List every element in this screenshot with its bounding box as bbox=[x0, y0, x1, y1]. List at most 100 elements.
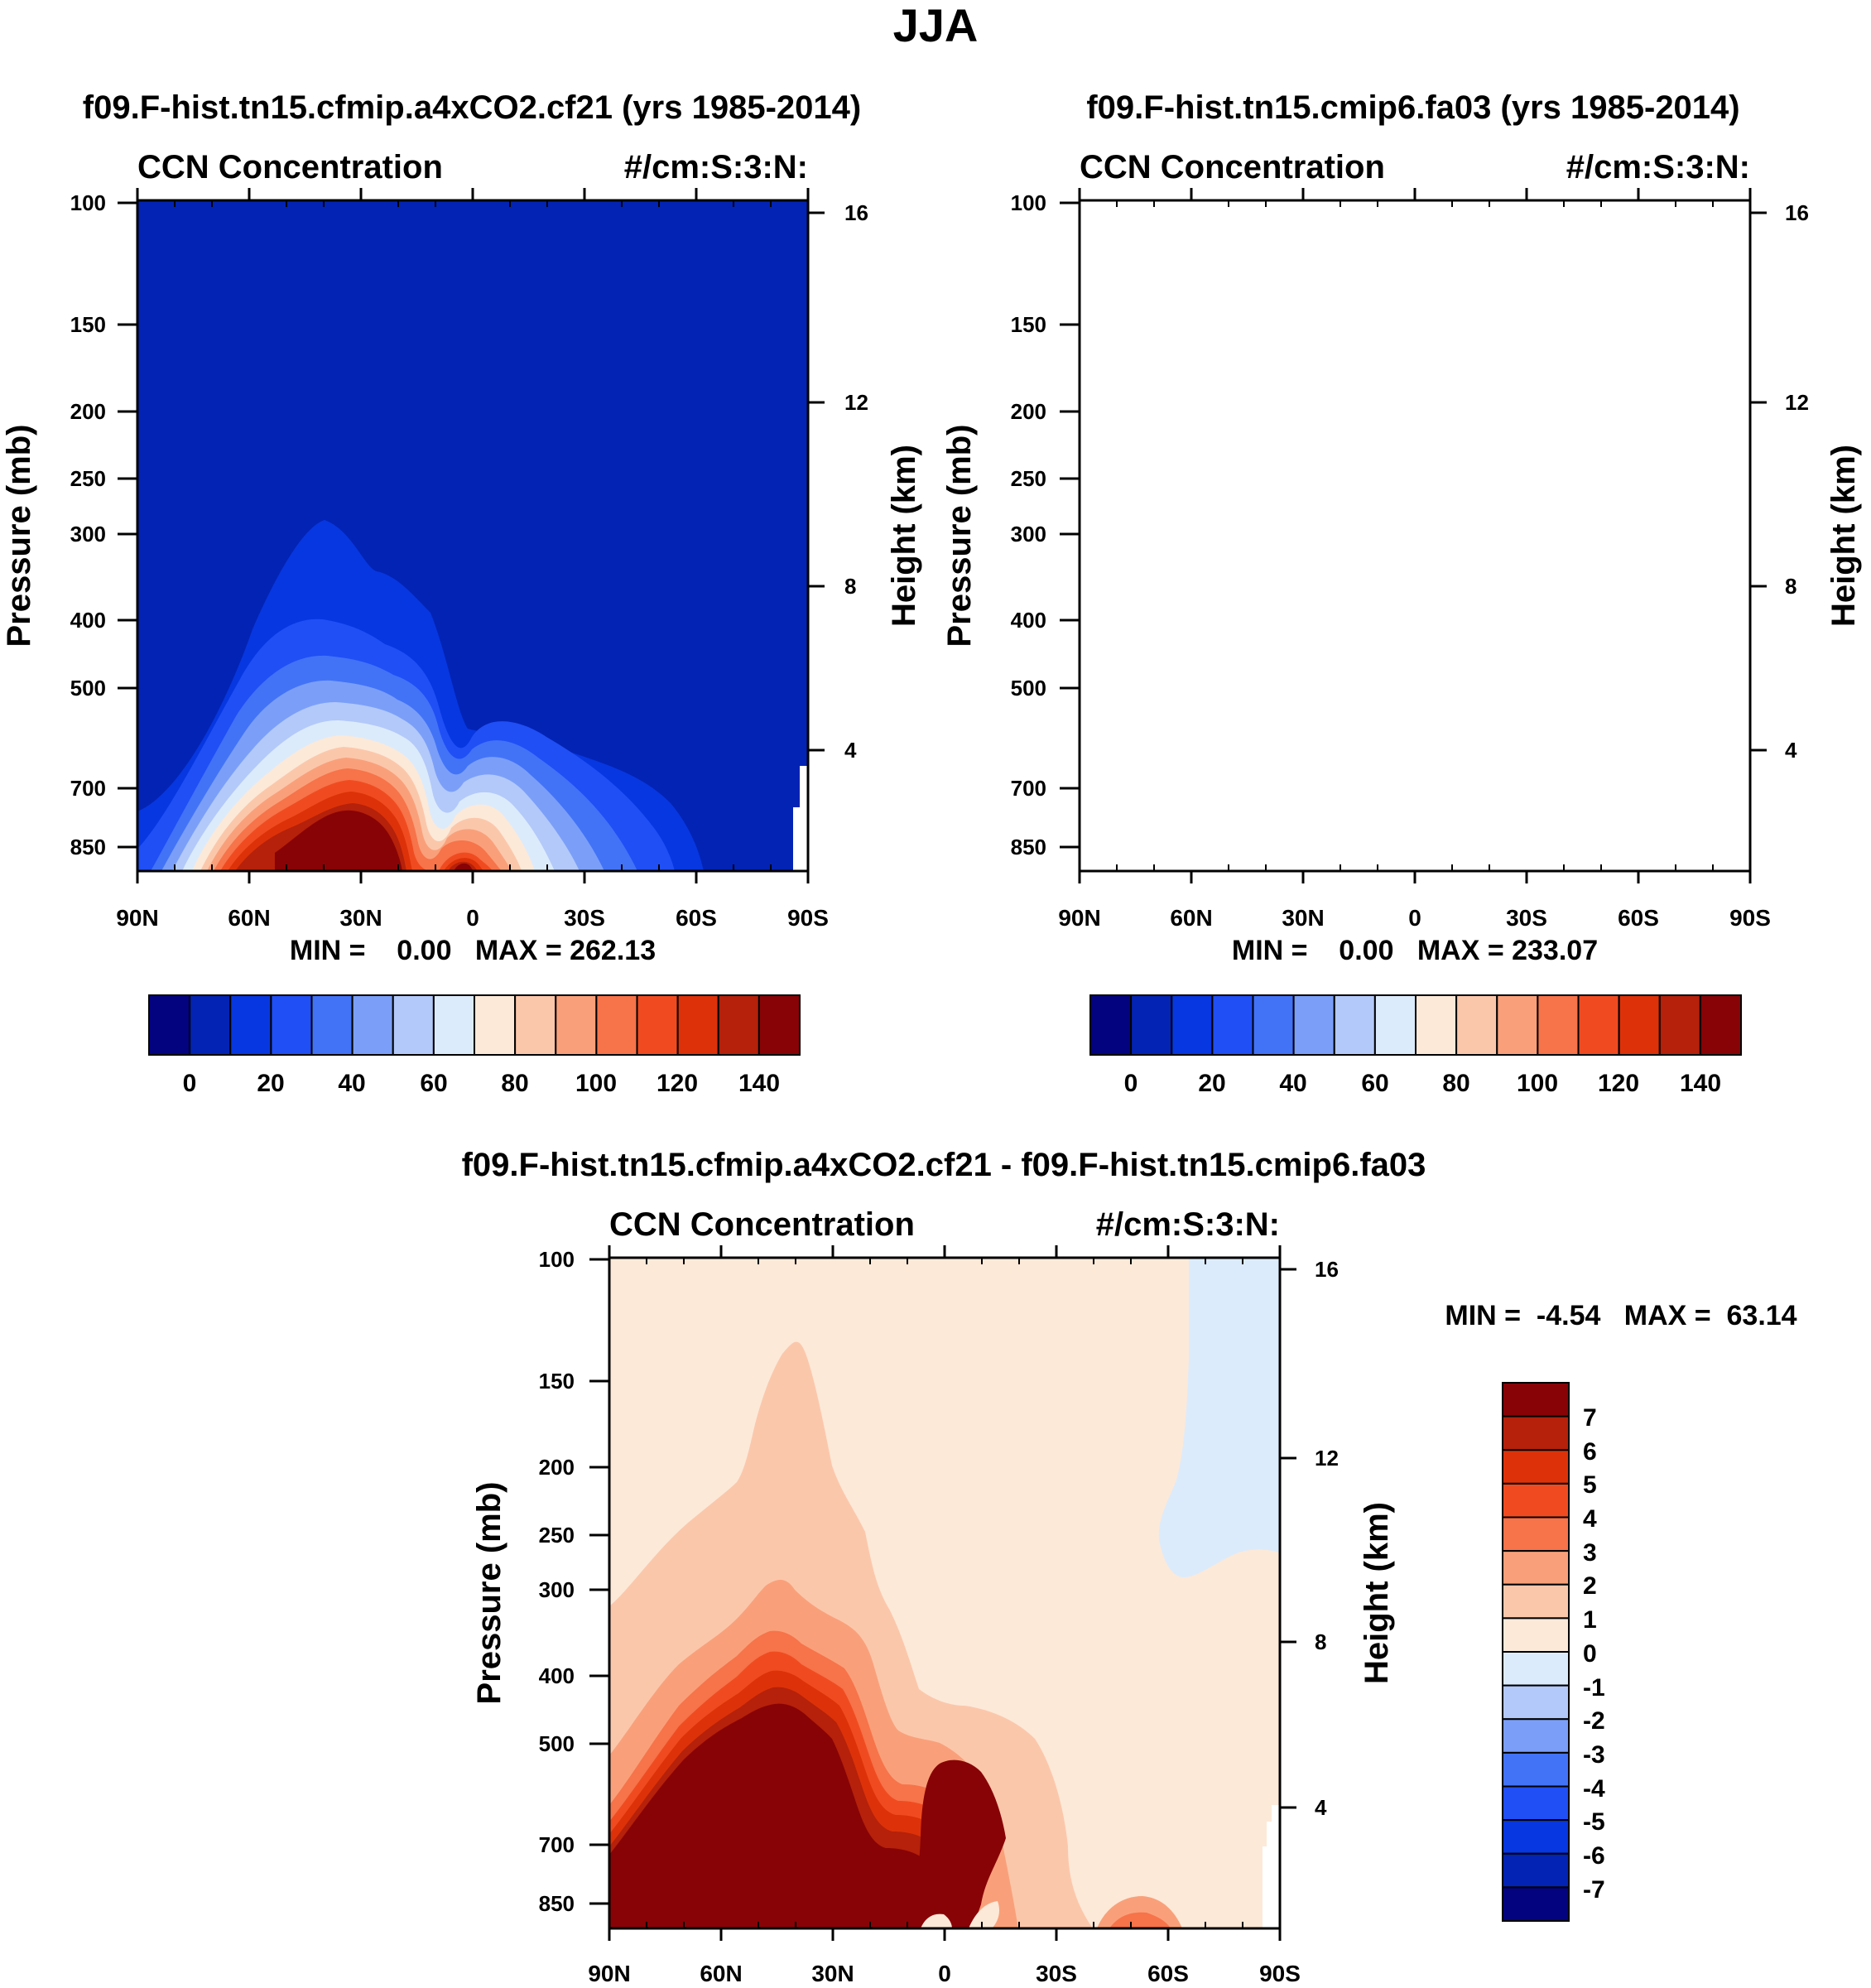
panel-title: f09.F-hist.tn15.cfmip.a4xCO2.cf21 - f09.… bbox=[462, 1147, 1426, 1183]
x-tick-label: 0 bbox=[466, 905, 479, 931]
panel-left-label: CCN Concentration bbox=[609, 1206, 915, 1243]
colorbar-swatch bbox=[1502, 1684, 1570, 1721]
panel-right-label: #/cm:S:3:N: bbox=[1566, 149, 1750, 185]
y-axis-label: Pressure (mb) bbox=[941, 425, 978, 647]
x-tick-label: 0 bbox=[938, 1961, 951, 1986]
colorbar bbox=[1502, 1382, 1570, 1922]
y-tick-label: 250 bbox=[70, 466, 106, 491]
y-tick-label: 850 bbox=[539, 1891, 575, 1916]
x-tick-label: 30S bbox=[564, 905, 605, 931]
x-axis-minor-ticks bbox=[174, 200, 772, 871]
y-tick-label: 850 bbox=[1011, 835, 1046, 859]
x-tick-label: 30N bbox=[339, 905, 382, 931]
colorbar-swatch bbox=[1292, 994, 1335, 1056]
x-tick-label: 30S bbox=[1506, 905, 1547, 931]
missing-data-region bbox=[1735, 766, 1750, 871]
x-tick-label: 90S bbox=[787, 905, 829, 931]
y-tick-label: 700 bbox=[1011, 776, 1046, 801]
colorbar-swatch bbox=[1502, 1852, 1570, 1889]
colorbar-swatch bbox=[1502, 1785, 1570, 1822]
colorbar-label: 40 bbox=[1279, 1070, 1306, 1097]
x-axis-minor-ticks bbox=[1116, 200, 1714, 871]
contour-band-5 bbox=[1093, 675, 1580, 871]
panel-control: f09.F-hist.tn15.cfmip.a4xCO2.cf21 (yrs 1… bbox=[1, 89, 922, 1097]
y-tick-label: 400 bbox=[1011, 608, 1046, 633]
x-tick-label: 0 bbox=[1408, 905, 1421, 931]
colorbar-swatch bbox=[1502, 1617, 1570, 1653]
y-tick-label: 200 bbox=[1011, 399, 1046, 424]
colorbar-label: 5 bbox=[1583, 1471, 1597, 1499]
colorbar-swatch bbox=[1130, 994, 1173, 1056]
colorbar-swatch bbox=[595, 994, 638, 1056]
y-tick-label: 500 bbox=[70, 676, 106, 700]
x-tick-label: 60N bbox=[700, 1961, 742, 1986]
y2-tick-label: 12 bbox=[844, 390, 868, 415]
colorbar-swatch bbox=[1577, 994, 1620, 1056]
colorbar-label: -1 bbox=[1583, 1674, 1605, 1702]
panel-left-label: CCN Concentration bbox=[137, 149, 443, 185]
colorbar-swatch bbox=[1502, 1718, 1570, 1754]
y2-tick-label: 4 bbox=[1785, 738, 1797, 763]
min-max-stats: MIN = 0.00 MAX = 233.07 bbox=[1232, 935, 1598, 966]
colorbar-label: 40 bbox=[338, 1070, 365, 1097]
y2-tick-label: 16 bbox=[1785, 200, 1809, 225]
colorbar-label: 1 bbox=[1583, 1606, 1597, 1634]
x-tick-label: 90N bbox=[588, 1961, 630, 1986]
colorbar-swatch bbox=[1658, 994, 1701, 1056]
colorbar-label: 60 bbox=[1361, 1070, 1388, 1097]
contour-band-4 bbox=[1080, 639, 1617, 871]
x-tick-label: 90N bbox=[116, 905, 158, 931]
y-tick-label: 100 bbox=[70, 190, 106, 215]
y2-tick-label: 12 bbox=[1785, 390, 1809, 415]
y-tick-label: 300 bbox=[70, 522, 106, 546]
y2-axis-ticks bbox=[1750, 211, 1767, 752]
contour-band-10 bbox=[1142, 763, 1464, 871]
y-tick-label: 250 bbox=[539, 1523, 575, 1548]
colorbar-label: 0 bbox=[183, 1070, 197, 1097]
x-tick-labels: 90N 60N 30N 0 30S 60S 90S bbox=[1058, 905, 1771, 931]
colorbar-swatch bbox=[148, 994, 191, 1056]
y-tick-label: 850 bbox=[70, 835, 106, 859]
colorbar-swatch bbox=[555, 994, 598, 1056]
colorbar-label: 6 bbox=[1583, 1438, 1597, 1466]
x-tick-label: 90N bbox=[1058, 905, 1100, 931]
colorbar-swatch bbox=[1171, 994, 1214, 1056]
colorbar-swatch bbox=[1502, 1516, 1570, 1552]
contour-band-above-7 bbox=[609, 1703, 1006, 1928]
x-tick-label: 30N bbox=[1282, 905, 1324, 931]
contour-band-16 bbox=[275, 810, 474, 871]
x-tick-labels: 90N 60N 30N 0 30S 60S 90S bbox=[116, 905, 829, 931]
contour-band-6 bbox=[1104, 700, 1546, 871]
y2-axis-label: Height (km) bbox=[1825, 445, 1862, 627]
colorbar-label: 100 bbox=[1517, 1070, 1558, 1097]
colorbar-swatch bbox=[1089, 994, 1133, 1056]
contour-band-12 bbox=[1156, 785, 1444, 871]
colorbar-label: 140 bbox=[738, 1070, 780, 1097]
colorbar-label: 2 bbox=[1583, 1572, 1597, 1600]
contour-band-9 bbox=[1134, 752, 1477, 871]
colorbar-swatch bbox=[1502, 1382, 1570, 1418]
y-tick-label: 500 bbox=[539, 1731, 575, 1756]
y2-tick-label: 4 bbox=[1315, 1795, 1327, 1820]
y-tick-label: 150 bbox=[70, 312, 106, 337]
y2-tick-label: 12 bbox=[1315, 1446, 1339, 1471]
colorbar-swatch bbox=[270, 994, 313, 1056]
colorbar-swatch bbox=[310, 994, 354, 1056]
y-axis-ticks bbox=[1060, 201, 1080, 849]
field-background bbox=[1080, 200, 1750, 871]
colorbar-label: 4 bbox=[1583, 1505, 1597, 1533]
colorbar-label: -4 bbox=[1583, 1775, 1605, 1803]
y2-tick-label: 16 bbox=[844, 200, 868, 225]
colorbar-label: 120 bbox=[657, 1070, 698, 1097]
colorbar-label: -2 bbox=[1583, 1707, 1605, 1735]
colorbar-swatch bbox=[1373, 994, 1416, 1056]
y2-axis-ticks bbox=[808, 211, 825, 752]
colorbar-swatch bbox=[1502, 1651, 1570, 1687]
colorbar-swatch bbox=[1618, 994, 1661, 1056]
x-tick-label: 60S bbox=[1147, 1961, 1189, 1986]
x-tick-label: 60N bbox=[1170, 905, 1212, 931]
y2-tick-label: 8 bbox=[1315, 1629, 1326, 1654]
panel-title: f09.F-hist.tn15.cfmip.a4xCO2.cf21 (yrs 1… bbox=[83, 89, 861, 126]
colorbar-label: 0 bbox=[1124, 1070, 1138, 1097]
